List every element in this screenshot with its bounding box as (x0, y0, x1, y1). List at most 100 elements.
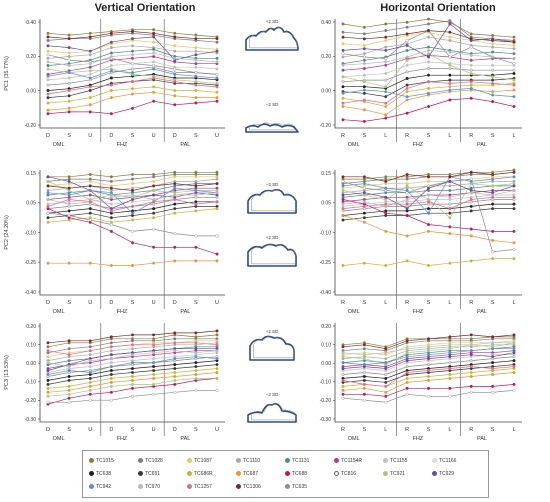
axes (39, 170, 225, 296)
y-tick-label: -0.30 (320, 417, 332, 423)
data-point (215, 99, 219, 103)
data-point (362, 182, 366, 186)
data-point (362, 392, 366, 396)
data-point (152, 31, 156, 35)
data-point (173, 67, 177, 71)
data-point (109, 349, 113, 353)
legend-label: TC638 (96, 470, 112, 477)
data-point (109, 112, 113, 116)
data-point (491, 50, 495, 54)
data-point (427, 48, 431, 52)
data-point (173, 357, 177, 361)
data-point (341, 372, 345, 376)
data-point (173, 44, 177, 48)
data-point (152, 63, 156, 67)
data-point (67, 396, 71, 400)
data-point (88, 349, 92, 353)
series-11 (46, 367, 219, 390)
data-point (362, 371, 366, 375)
data-point (215, 56, 219, 60)
data-point (491, 55, 495, 59)
data-point (491, 341, 495, 345)
data-point (88, 35, 92, 39)
data-point (194, 331, 198, 335)
data-point (405, 371, 409, 375)
x-tick-label: U (152, 427, 156, 433)
data-point (109, 63, 113, 67)
panel-pc3-vertical: 0.20 0.10 0.00 -0.10 -0.20 -0.30 PC3 (13.53%) D… (4, 323, 225, 442)
series-line (342, 18, 515, 38)
data-point (88, 200, 92, 204)
data-point (362, 108, 366, 112)
axes (334, 323, 522, 423)
data-point (448, 78, 452, 82)
legend-marker-icon (236, 484, 241, 489)
data-point (469, 191, 473, 195)
data-point (67, 374, 71, 378)
data-point (384, 400, 388, 404)
data-point (448, 343, 452, 347)
data-point (405, 43, 409, 47)
series-13 (341, 382, 516, 398)
data-point (341, 30, 345, 34)
series-20 (46, 182, 219, 192)
data-point (427, 73, 431, 77)
data-point (173, 331, 177, 335)
data-point (341, 367, 345, 371)
data-point (469, 63, 473, 67)
data-point (46, 355, 50, 359)
legend-label: TC929 (439, 470, 455, 477)
data-point (405, 58, 409, 62)
data-point (130, 386, 134, 390)
data-point (469, 259, 473, 263)
x-tick-label: S (194, 427, 198, 433)
legend-marker-icon (334, 471, 339, 476)
panel-pc1-vertical: 0.40 0.20 0.00 -0.20 PC1 (35.77%) D S U D S U D S U OM… (4, 19, 225, 148)
data-point (130, 263, 134, 267)
data-point (88, 110, 92, 114)
data-point (109, 335, 113, 339)
data-point (427, 186, 431, 190)
data-point (362, 353, 366, 357)
x-tick-label: S (67, 300, 71, 306)
legend-item: TC1257 (187, 480, 236, 493)
data-point (152, 382, 156, 386)
data-point (67, 359, 71, 363)
x-tick-label: L (512, 133, 515, 139)
data-point (491, 173, 495, 177)
series-13 (46, 99, 219, 116)
data-point (341, 75, 345, 79)
data-point (152, 40, 156, 44)
data-point (46, 382, 50, 386)
data-point (405, 380, 409, 384)
y-tick-label: 0.05 (26, 201, 36, 207)
data-point (109, 223, 113, 227)
data-point (194, 33, 198, 37)
data-point (130, 218, 134, 222)
data-point (194, 259, 198, 263)
data-point (448, 175, 452, 179)
data-point (194, 388, 198, 392)
data-point (130, 80, 134, 84)
data-point (405, 386, 409, 390)
data-point (405, 86, 409, 90)
x-tick-label: L (512, 300, 515, 306)
data-point (215, 177, 219, 181)
series-20 (341, 29, 516, 44)
data-point (109, 380, 113, 384)
legend-item: TC942 (89, 480, 138, 493)
series-4 (341, 35, 516, 59)
data-point (341, 52, 345, 56)
data-point (362, 357, 366, 361)
data-point (109, 361, 113, 365)
data-point (194, 62, 198, 66)
x-tick-label: S (491, 133, 495, 139)
group-label: OML (348, 142, 360, 148)
data-point (384, 105, 388, 109)
data-point (67, 37, 71, 41)
data-point (448, 195, 452, 199)
group-label: OML (348, 309, 360, 315)
data-point (109, 398, 113, 402)
series-14 (46, 388, 219, 404)
y-tick-label: 0.00 (26, 88, 36, 94)
